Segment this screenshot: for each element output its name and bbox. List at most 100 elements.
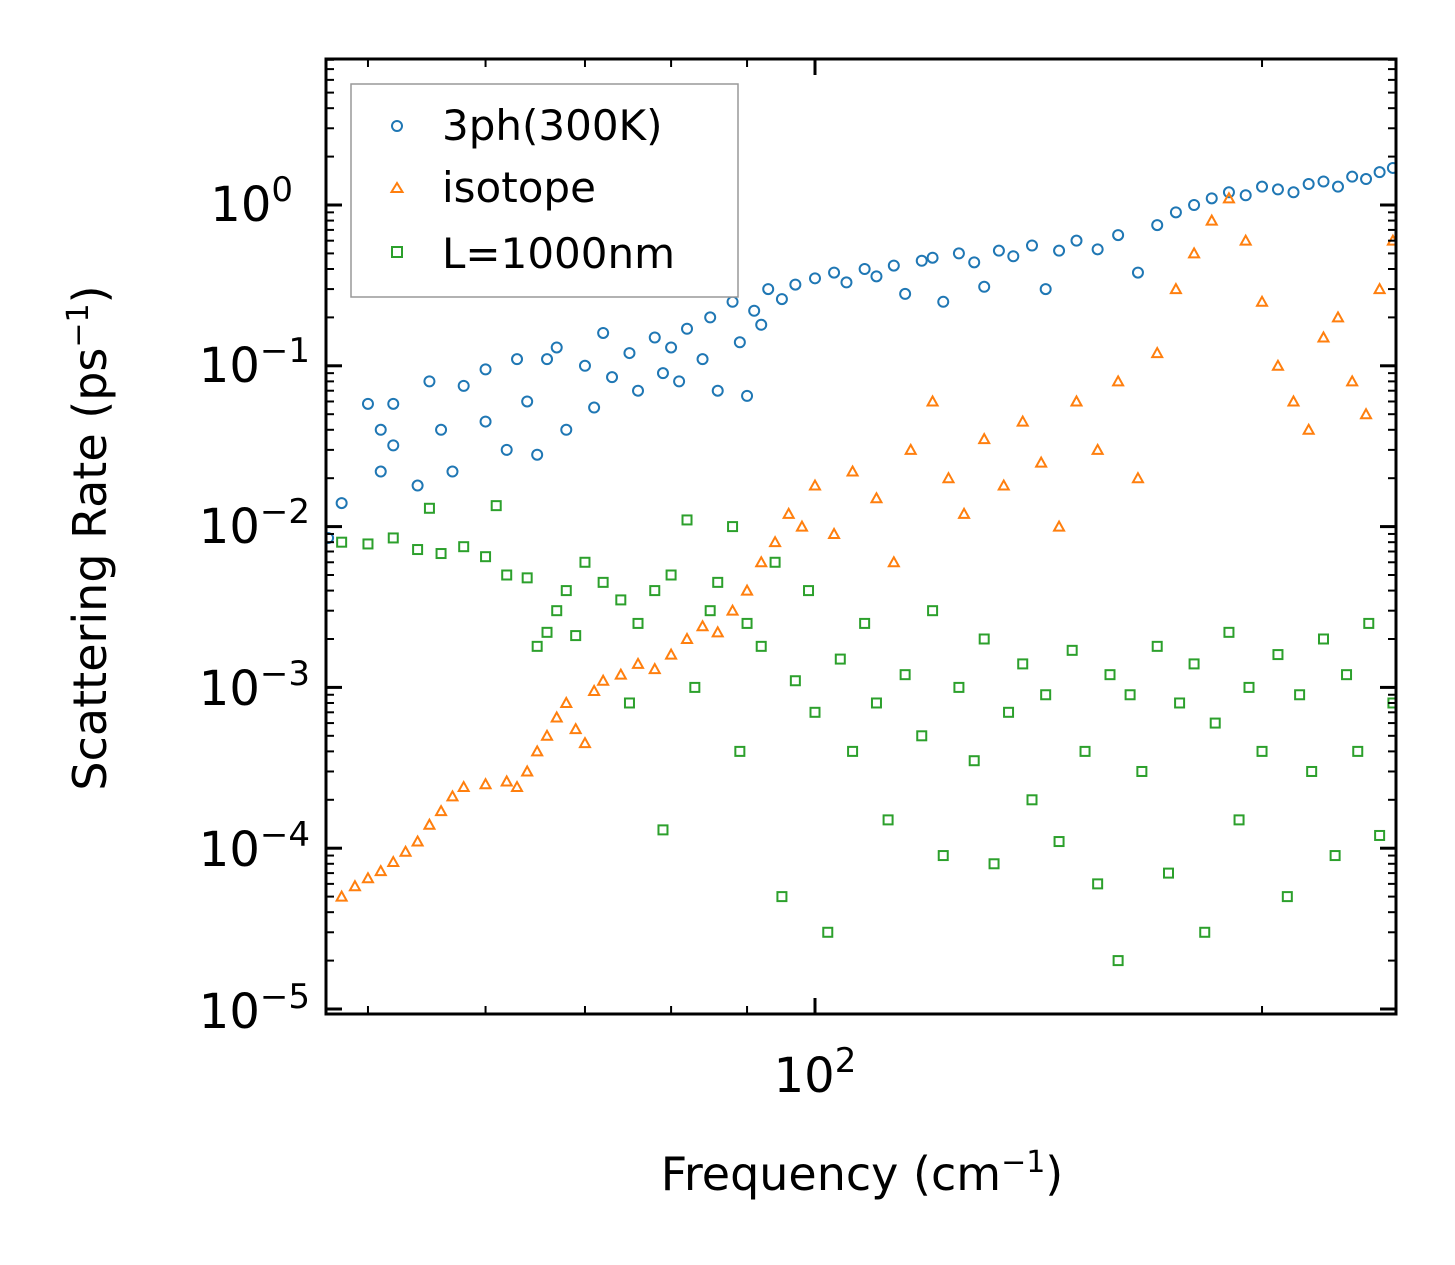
data-point-circle	[1386, 161, 1396, 174]
data-point-triangle	[1372, 282, 1387, 295]
data-point-circle	[775, 293, 788, 306]
data-point-circle	[411, 479, 424, 492]
data-point-circle	[840, 276, 853, 289]
data-point-square	[937, 850, 949, 862]
data-point-triangle	[887, 555, 901, 568]
legend: 3ph(300K) isotope L=1000nm	[350, 83, 739, 298]
y-tick-label-1e-1: 10−1	[199, 331, 310, 394]
data-point-triangle	[386, 854, 400, 868]
data-point-triangle	[695, 619, 710, 632]
data-point-square	[927, 605, 939, 617]
data-point-triangle	[1331, 310, 1345, 323]
data-point-triangle	[1286, 394, 1301, 407]
data-point-square	[1188, 658, 1200, 670]
data-point-circle	[789, 278, 802, 291]
data-point-square	[803, 585, 815, 597]
data-point-triangle	[1359, 407, 1373, 420]
legend-marker-3ph	[391, 120, 403, 132]
data-point-triangle	[530, 744, 544, 757]
data-point-circle	[656, 367, 669, 380]
data-point-triangle	[540, 728, 554, 741]
data-point-circle	[937, 295, 950, 308]
data-point-circle	[704, 311, 717, 324]
tick-layer	[326, 58, 1396, 1014]
data-point-triangle	[410, 834, 425, 847]
data-point-triangle	[1111, 374, 1125, 387]
data-point-circle	[1053, 244, 1066, 257]
data-point-circle	[1239, 189, 1252, 202]
data-point-circle	[541, 353, 554, 366]
data-point-triangle	[1316, 330, 1331, 343]
data-point-circle	[968, 256, 981, 269]
data-point-triangle	[754, 555, 768, 568]
data-point-triangle	[445, 789, 460, 802]
data-point-square	[809, 706, 821, 718]
data-point-circle	[1331, 180, 1344, 193]
data-point-square	[789, 675, 801, 687]
data-point-circle	[457, 379, 470, 392]
data-point-circle	[632, 384, 645, 397]
data-point-square	[1112, 955, 1124, 967]
data-point-circle	[1271, 183, 1284, 196]
data-point-circle	[870, 270, 883, 283]
data-point-triangle	[808, 478, 822, 491]
data-point-square	[1352, 745, 1364, 757]
series-circle	[326, 161, 1396, 544]
data-point-triangle	[977, 432, 991, 445]
data-point-square	[1092, 878, 1104, 890]
data-point-square	[1174, 697, 1186, 709]
data-point-triangle	[781, 506, 796, 519]
data-point-square	[1363, 617, 1375, 629]
data-point-circle	[1256, 180, 1269, 193]
data-point-triangle	[1345, 374, 1359, 387]
data-point-square	[1040, 689, 1052, 701]
data-point-square	[423, 502, 435, 514]
y-tick-label-1e-4: 10−4	[199, 815, 310, 878]
y-tick-label-1e0: 100	[210, 170, 293, 233]
data-point-circle	[992, 244, 1005, 257]
data-point-circle	[435, 423, 448, 436]
data-point-circle	[1169, 206, 1182, 219]
data-point-square	[1281, 891, 1293, 903]
data-point-triangle	[725, 603, 740, 616]
data-point-triangle	[680, 631, 694, 644]
data-point-circle	[673, 375, 686, 388]
data-point-square	[1243, 681, 1255, 693]
data-point-square	[1003, 706, 1015, 718]
data-point-square	[689, 681, 701, 693]
data-point-circle	[623, 347, 636, 360]
data-point-triangle	[1069, 394, 1084, 407]
data-point-circle	[762, 283, 775, 296]
data-point-square	[1317, 633, 1329, 645]
data-point-square	[649, 585, 661, 597]
data-point-square	[704, 605, 716, 617]
data-point-square	[1233, 814, 1245, 826]
data-point-square	[1199, 926, 1211, 938]
data-point-triangle	[1034, 455, 1048, 468]
data-point-square	[362, 538, 374, 550]
data-point-circle	[681, 322, 694, 335]
data-point-circle	[1302, 178, 1315, 191]
data-point-square	[579, 556, 591, 568]
data-point-square	[681, 514, 693, 526]
data-point-circle	[755, 318, 768, 331]
data-point-triangle	[1016, 414, 1030, 427]
data-point-circle	[560, 423, 573, 436]
data-point-circle	[1131, 266, 1144, 279]
data-point-circle	[696, 353, 709, 366]
data-point-triangle	[578, 736, 592, 749]
data-point-circle	[926, 251, 939, 264]
data-point-square	[560, 585, 572, 597]
data-point-triangle	[827, 526, 841, 539]
data-point-triangle	[559, 695, 573, 708]
data-point-square	[834, 653, 846, 665]
data-point-square	[597, 576, 609, 588]
data-point-square	[978, 633, 990, 645]
y-tick-label-1e-2: 10−2	[199, 492, 310, 555]
data-point-circle	[374, 465, 387, 478]
data-point-circle	[1112, 229, 1125, 242]
data-point-circle	[899, 287, 912, 300]
data-point-square	[1026, 794, 1038, 806]
data-point-square	[435, 548, 447, 560]
data-point-triangle	[664, 647, 678, 660]
